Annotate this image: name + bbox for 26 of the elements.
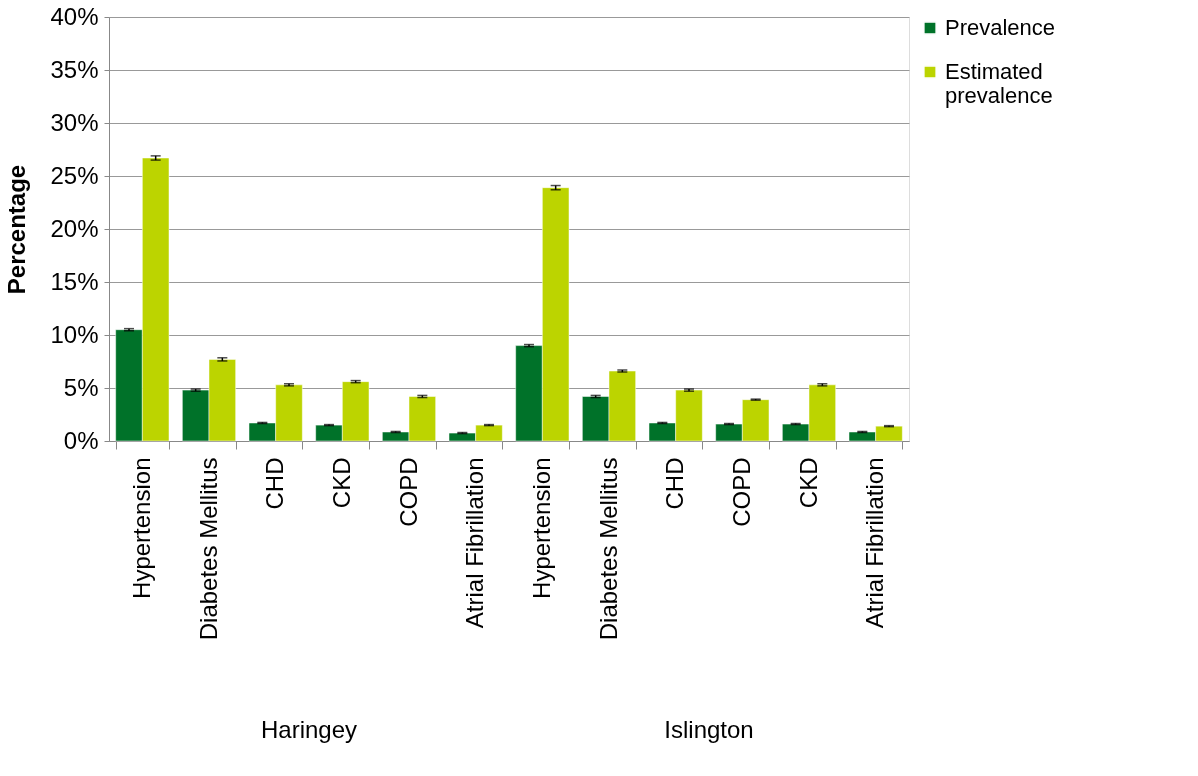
x-tick-label: Diabetes Mellitus [194,457,222,641]
x-tick-label: COPD [394,457,422,527]
y-tick-label: 0% [63,426,99,454]
x-tick-label: CKD [794,457,822,509]
x-tick-label: COPD [727,457,755,527]
text: Islington [664,716,754,743]
y-tick-label: 25% [50,161,99,189]
y-tick-label: 5% [63,373,99,401]
x-tick-label: Hypertension [127,457,155,599]
y-tick-label: 15% [50,267,99,295]
text: Haringey [260,716,358,743]
y-tick-label: 10% [50,320,99,348]
y-tick-label: 35% [50,55,99,83]
y-tick-label: 40% [50,2,99,30]
x-tick-label: CHD [661,457,689,510]
legend-label: Prevalence [945,15,1056,40]
x-tick-label: CHD [261,457,289,510]
y-tick-label: 30% [50,108,99,136]
x-tick-label: Atrial Fibrillation [461,457,489,629]
x-tick-label: CKD [327,457,355,509]
y-tick-label: 20% [50,214,99,242]
legend-label: Estimated prevalence [945,59,1053,108]
x-tick-label: Hypertension [527,457,555,599]
x-tick-label: Atrial Fibrillation [861,457,889,629]
x-tick-label: Diabetes Mellitus [594,457,622,641]
y-axis-title: Percentage [3,164,31,295]
